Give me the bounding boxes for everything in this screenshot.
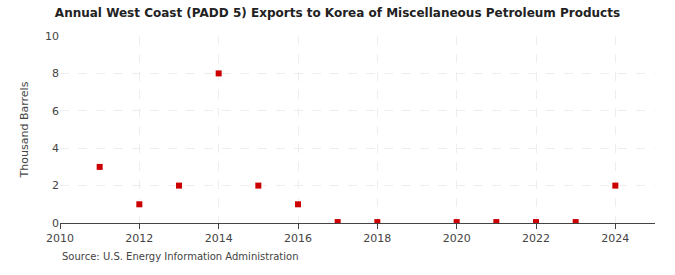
svg-text:2020: 2020 xyxy=(443,232,471,245)
svg-text:Annual West Coast (PADD 5) Exp: Annual West Coast (PADD 5) Exports to Ko… xyxy=(55,6,620,20)
svg-text:0: 0 xyxy=(52,217,59,230)
svg-text:2022: 2022 xyxy=(522,232,550,245)
svg-text:Source: U.S. Energy Informatio: Source: U.S. Energy Information Administ… xyxy=(62,251,299,262)
svg-text:2014: 2014 xyxy=(205,232,233,245)
svg-text:4: 4 xyxy=(52,142,59,155)
svg-text:Thousand Barrels: Thousand Barrels xyxy=(18,81,31,178)
svg-text:2018: 2018 xyxy=(363,232,391,245)
svg-text:2016: 2016 xyxy=(284,232,312,245)
svg-text:2012: 2012 xyxy=(125,232,153,245)
svg-text:10: 10 xyxy=(45,30,59,43)
svg-text:2: 2 xyxy=(52,179,59,192)
svg-text:2010: 2010 xyxy=(46,232,74,245)
svg-text:6: 6 xyxy=(52,105,59,118)
svg-text:8: 8 xyxy=(52,67,59,80)
svg-text:2024: 2024 xyxy=(601,232,629,245)
